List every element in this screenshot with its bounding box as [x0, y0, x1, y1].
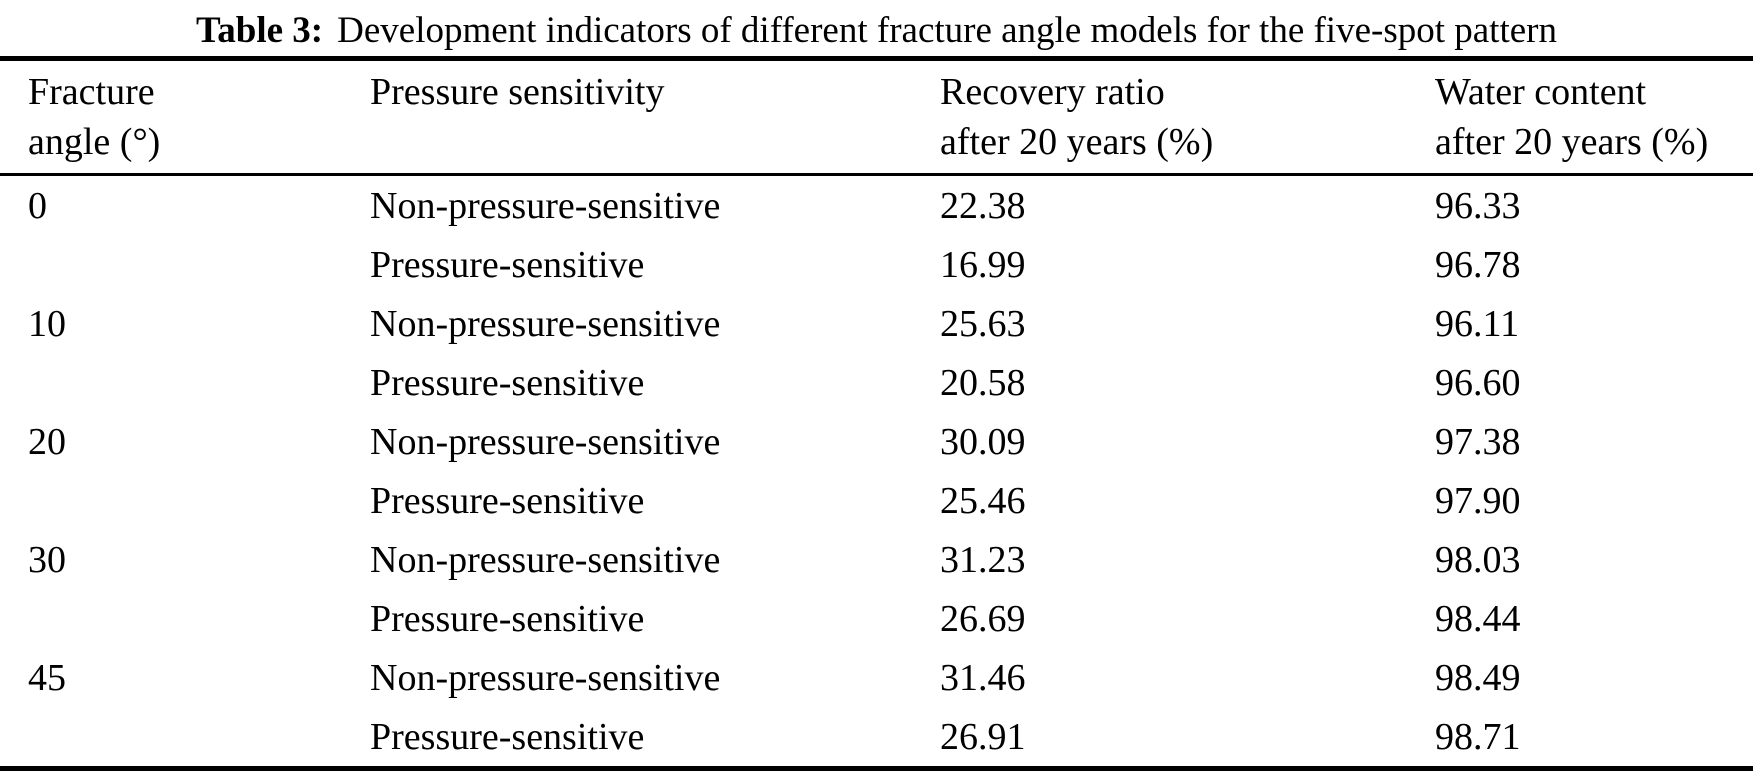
column-header-line2: after 20 years (%): [1435, 121, 1709, 163]
table-row: Pressure-sensitive 26.69 98.44: [0, 589, 1753, 648]
column-header-pressure-sensitivity: Pressure sensitivity: [370, 58, 940, 176]
cell-water-content: 96.33: [1435, 184, 1521, 227]
cell-pressure-sensitivity: Non-pressure-sensitive: [370, 184, 721, 227]
table-caption-text: Development indicators of different frac…: [337, 10, 1557, 51]
column-header-line1: Water content: [1435, 71, 1647, 113]
cell-water-content: 96.11: [1435, 302, 1520, 345]
table-row: 10 Non-pressure-sensitive 25.63 96.11: [0, 294, 1753, 353]
table-row: 0 Non-pressure-sensitive 22.38 96.33: [0, 175, 1753, 236]
table-row: Pressure-sensitive 25.46 97.90: [0, 471, 1753, 530]
table-row: Pressure-sensitive 20.58 96.60: [0, 353, 1753, 412]
cell-water-content: 97.38: [1435, 420, 1521, 463]
column-header-water-content: Water content after 20 years (%): [1435, 58, 1753, 176]
table-row: 30 Non-pressure-sensitive 31.23 98.03: [0, 530, 1753, 589]
table-caption-label: Table 3:: [195, 10, 324, 51]
table-body: 0 Non-pressure-sensitive 22.38 96.33 Pre…: [0, 175, 1753, 769]
cell-recovery-ratio: 30.09: [940, 420, 1026, 463]
table-row: Pressure-sensitive 26.91 98.71: [0, 707, 1753, 769]
cell-pressure-sensitivity: Non-pressure-sensitive: [370, 302, 721, 345]
cell-recovery-ratio: 31.23: [940, 538, 1026, 581]
header-row: Fracture angle (°) Pressure sensitivity …: [0, 58, 1753, 176]
cell-pressure-sensitivity: Non-pressure-sensitive: [370, 420, 721, 463]
cell-recovery-ratio: 25.46: [940, 479, 1026, 522]
table-row: 20 Non-pressure-sensitive 30.09 97.38: [0, 412, 1753, 471]
cell-recovery-ratio: 16.99: [940, 243, 1026, 286]
cell-fracture-angle: 20: [28, 420, 66, 463]
development-indicators-table: Fracture angle (°) Pressure sensitivity …: [0, 56, 1753, 771]
cell-recovery-ratio: 20.58: [940, 361, 1026, 404]
cell-fracture-angle: [0, 707, 370, 769]
column-header-line1: Pressure sensitivity: [370, 71, 665, 113]
column-header-line1: Fracture: [28, 71, 155, 113]
cell-water-content: 97.90: [1435, 479, 1521, 522]
cell-fracture-angle: [0, 471, 370, 530]
cell-recovery-ratio: 26.69: [940, 597, 1026, 640]
cell-pressure-sensitivity: Non-pressure-sensitive: [370, 538, 721, 581]
cell-fracture-angle: [0, 353, 370, 412]
column-header-line2: [370, 117, 940, 167]
cell-pressure-sensitivity: Pressure-sensitive: [370, 361, 645, 404]
cell-fracture-angle: [0, 235, 370, 294]
cell-pressure-sensitivity: Pressure-sensitive: [370, 715, 645, 758]
column-header-line1: Recovery ratio: [940, 71, 1165, 113]
cell-water-content: 98.71: [1435, 715, 1521, 758]
cell-pressure-sensitivity: Pressure-sensitive: [370, 479, 645, 522]
column-header-fracture-angle: Fracture angle (°): [0, 58, 370, 176]
column-header-line2: angle (°): [28, 121, 161, 163]
table-caption: Table 3: Development indicators of differ…: [0, 0, 1753, 56]
table-row: 45 Non-pressure-sensitive 31.46 98.49: [0, 648, 1753, 707]
table-row: Pressure-sensitive 16.99 96.78: [0, 235, 1753, 294]
cell-fracture-angle: 30: [28, 538, 66, 581]
cell-fracture-angle: [0, 589, 370, 648]
cell-water-content: 96.60: [1435, 361, 1521, 404]
column-header-recovery-ratio: Recovery ratio after 20 years (%): [940, 58, 1435, 176]
cell-recovery-ratio: 22.38: [940, 184, 1026, 227]
cell-water-content: 98.49: [1435, 656, 1521, 699]
cell-pressure-sensitivity: Pressure-sensitive: [370, 243, 645, 286]
cell-water-content: 98.44: [1435, 597, 1521, 640]
cell-recovery-ratio: 26.91: [940, 715, 1026, 758]
cell-water-content: 98.03: [1435, 538, 1521, 581]
cell-pressure-sensitivity: Non-pressure-sensitive: [370, 656, 721, 699]
cell-recovery-ratio: 25.63: [940, 302, 1026, 345]
cell-recovery-ratio: 31.46: [940, 656, 1026, 699]
cell-pressure-sensitivity: Pressure-sensitive: [370, 597, 645, 640]
cell-fracture-angle: 0: [28, 184, 47, 227]
column-header-line2: after 20 years (%): [940, 121, 1214, 163]
cell-fracture-angle: 10: [28, 302, 66, 345]
cell-water-content: 96.78: [1435, 243, 1521, 286]
table-header: Fracture angle (°) Pressure sensitivity …: [0, 58, 1753, 176]
cell-fracture-angle: 45: [28, 656, 66, 699]
